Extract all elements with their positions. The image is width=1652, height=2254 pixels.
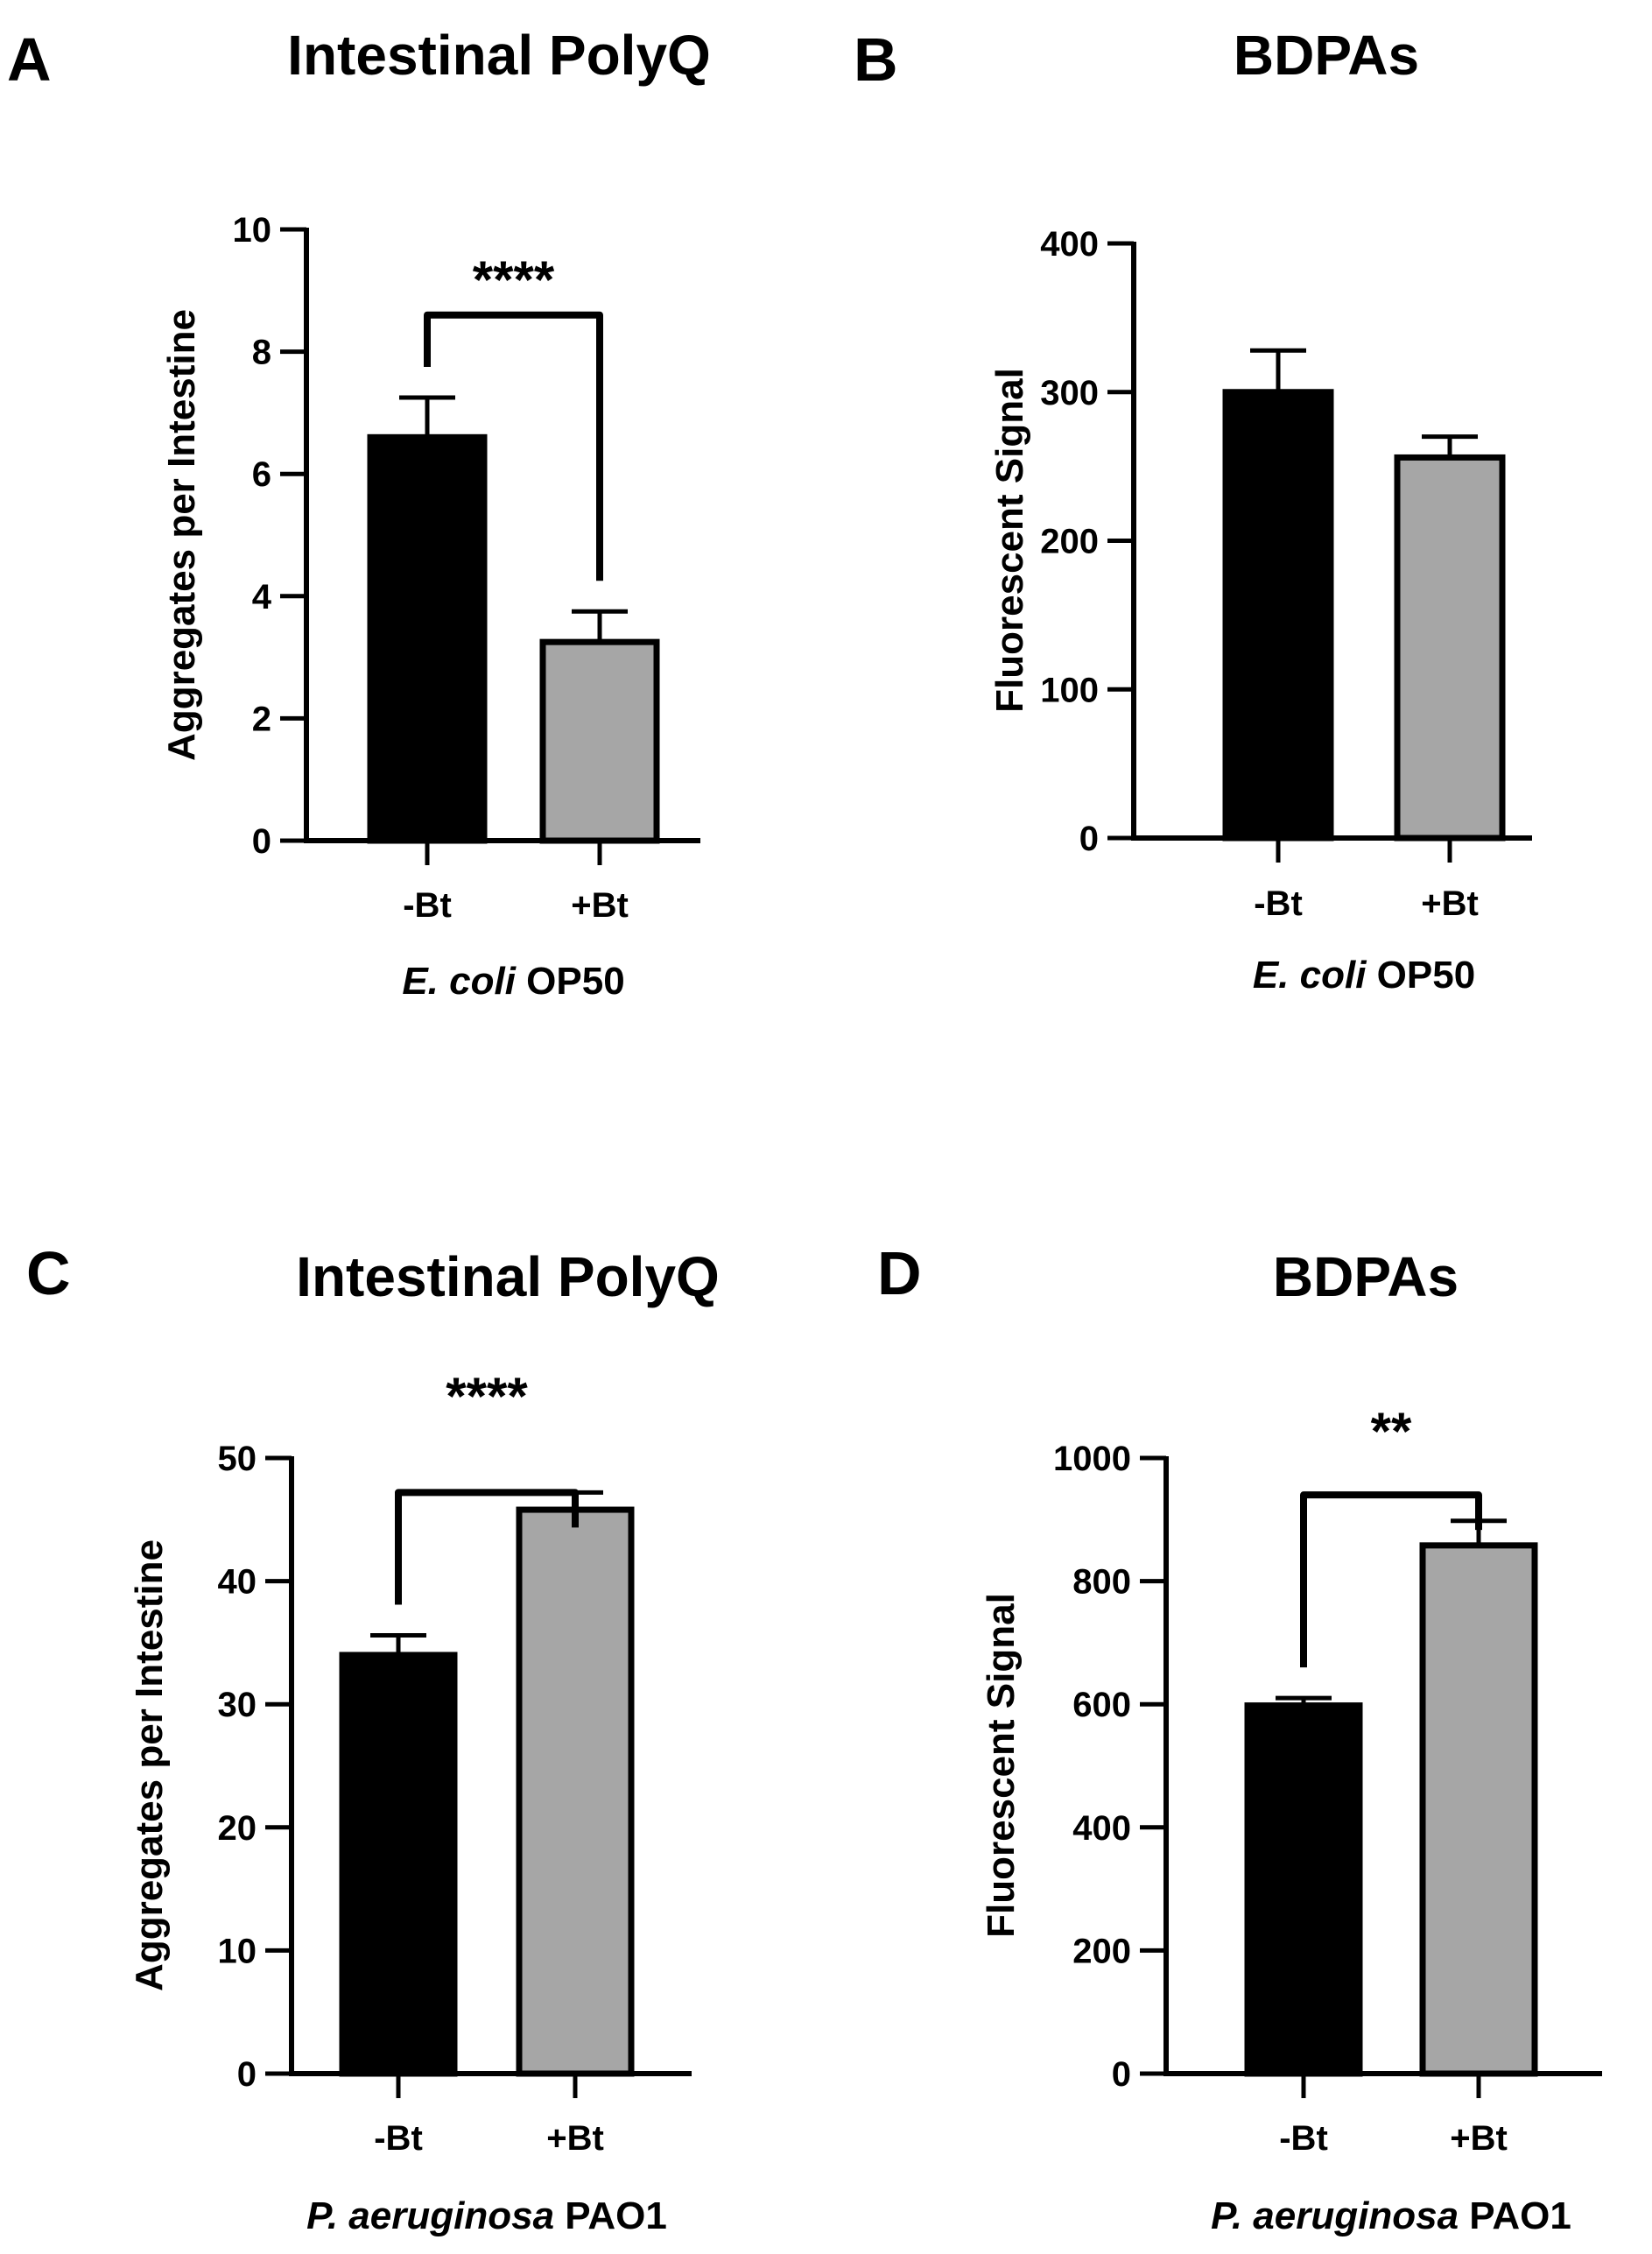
y-tick-label: 800 (1072, 1563, 1131, 1602)
x-axis-label: P. aeruginosa PAO1 (1211, 2194, 1571, 2237)
x-axis-label-strain: PAO1 (554, 2194, 667, 2237)
significance-label: **** (473, 250, 555, 309)
significance-bracket (424, 311, 603, 581)
y-tick-label: 2 (252, 700, 271, 738)
x-axis-label-species: E. coli (1253, 954, 1367, 997)
panel-a: A Intestinal PolyQ 0 2 4 6 8 10 Aggregates per I… (7, 24, 711, 1003)
y-tick-label: 1000 (1053, 1440, 1131, 1478)
panel-letter: C (26, 1239, 71, 1307)
category-label: -Bt (403, 886, 452, 925)
y-axis-label: Aggregates per Intestine (160, 309, 203, 761)
x-axis-label: P. aeruginosa PAO1 (306, 2194, 667, 2237)
y-tick-label: 10 (218, 1932, 257, 1970)
panel-letter: B (854, 25, 898, 94)
y-tick-label: 4 (252, 578, 272, 616)
category-label: +Bt (571, 886, 629, 925)
y-tick-label: 400 (1072, 1809, 1131, 1848)
x-axis-label-species: P. aeruginosa (306, 2194, 554, 2237)
panel-letter: A (7, 25, 52, 94)
chart-title: BDPAs (1273, 1245, 1459, 1308)
panel-d: D BDPAs 0 200 400 600 800 1000 Fluorescent Signa… (877, 1239, 1602, 2237)
y-tick-label: 200 (1040, 523, 1099, 561)
y-tick-label: 200 (1072, 1932, 1131, 1970)
y-tick-label: 30 (218, 1686, 257, 1724)
category-label: -Bt (1279, 2119, 1328, 2158)
bar-minus-bt (1244, 1702, 1363, 2077)
x-axis-label: E. coli OP50 (1253, 954, 1475, 997)
x-axis-label-species: P. aeruginosa (1211, 2194, 1459, 2237)
y-tick-label: 50 (218, 1440, 257, 1478)
category-label: -Bt (1254, 884, 1303, 923)
y-tick-label: 6 (252, 455, 271, 494)
x-axis-label-strain: PAO1 (1459, 2194, 1571, 2237)
significance-bracket (395, 1489, 579, 1605)
y-tick-label: 100 (1040, 671, 1099, 709)
significance-label: ** (1371, 1402, 1412, 1461)
y-tick-label: 0 (237, 2055, 257, 2094)
panel-b: B BDPAs 0 100 200 300 400 Fluorescent Signal -Bt… (854, 24, 1532, 997)
y-axis-label: Fluorescent Signal (988, 368, 1031, 713)
x-axis-label: E. coli OP50 (402, 960, 624, 1003)
bar-plus-bt (1394, 454, 1506, 842)
y-tick-label: 0 (1079, 820, 1099, 858)
bar-minus-bt (339, 1652, 458, 2077)
bar-plus-bt (516, 1506, 635, 2077)
y-tick-label: 20 (218, 1809, 257, 1848)
x-axis-label-strain: OP50 (516, 960, 625, 1003)
y-tick-label: 0 (1112, 2055, 1131, 2094)
category-label: -Bt (374, 2119, 423, 2158)
significance-bracket (1300, 1491, 1482, 1668)
category-label: +Bt (1450, 2119, 1508, 2158)
y-tick-label: 400 (1040, 225, 1099, 264)
chart-title: BDPAs (1234, 24, 1419, 87)
x-axis-label-species: E. coli (402, 960, 516, 1003)
chart-title: Intestinal PolyQ (287, 24, 711, 87)
y-tick-label: 0 (252, 822, 271, 861)
y-tick-label: 8 (252, 334, 271, 372)
panel-letter: D (877, 1239, 922, 1307)
y-axis-label: Fluorescent Signal (980, 1593, 1023, 1938)
y-axis-label: Aggregates per Intestine (128, 1539, 171, 1991)
bar-minus-bt (1222, 389, 1334, 842)
panel-c: C Intestinal PolyQ 0 10 20 30 40 50 Aggregates p… (26, 1239, 720, 2237)
y-tick-label: 40 (218, 1563, 257, 1602)
significance-label: **** (446, 1367, 528, 1426)
chart-title: Intestinal PolyQ (296, 1245, 720, 1308)
x-axis-label-strain: OP50 (1366, 954, 1475, 997)
category-label: +Bt (1421, 884, 1479, 923)
category-label: +Bt (546, 2119, 604, 2158)
y-tick-label: 600 (1072, 1686, 1131, 1724)
bar-minus-bt (367, 433, 488, 844)
bar-plus-bt (1419, 1542, 1538, 2077)
bar-plus-bt (539, 638, 660, 844)
y-tick-label: 10 (233, 211, 272, 250)
y-tick-label: 300 (1040, 374, 1099, 412)
